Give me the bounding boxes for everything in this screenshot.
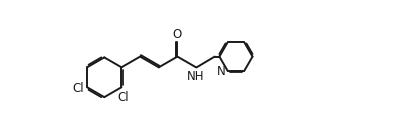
Text: N: N — [217, 65, 225, 78]
Text: NH: NH — [187, 70, 205, 83]
Text: O: O — [173, 28, 182, 41]
Text: Cl: Cl — [117, 91, 129, 104]
Text: Cl: Cl — [72, 82, 84, 95]
